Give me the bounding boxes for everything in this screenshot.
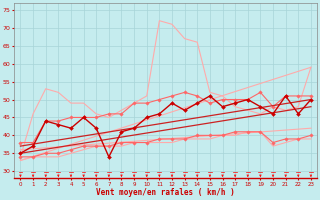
X-axis label: Vent moyen/en rafales ( km/h ): Vent moyen/en rafales ( km/h ) — [96, 188, 235, 197]
